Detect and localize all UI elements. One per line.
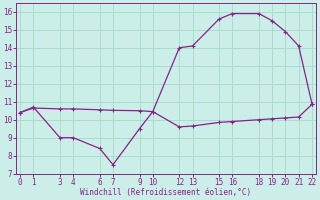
X-axis label: Windchill (Refroidissement éolien,°C): Windchill (Refroidissement éolien,°C) bbox=[80, 188, 252, 197]
